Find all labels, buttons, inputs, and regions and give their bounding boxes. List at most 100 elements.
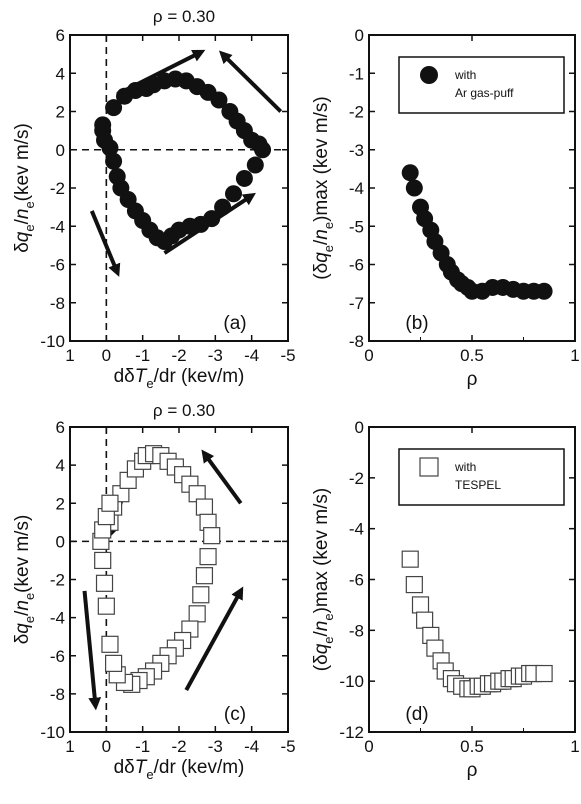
y-tick-label: -2 <box>50 571 65 590</box>
data-point <box>94 122 112 140</box>
y-tick-label: 0 <box>56 532 65 551</box>
y-label-prefix: (δ <box>311 654 332 671</box>
x-tick-label: -2 <box>171 346 186 365</box>
x-axis-label: dδTe/dr (kev/m) <box>114 366 245 391</box>
y-label-q: q <box>12 231 33 242</box>
data-point <box>94 551 112 570</box>
data-point <box>535 664 553 683</box>
y-tick-label: -8 <box>349 332 364 351</box>
y-tick-label: -6 <box>349 256 364 275</box>
x-tick-label: 0.5 <box>460 737 484 756</box>
trajectory-arrow <box>89 210 121 277</box>
panel-b: 0 0.5 10-1-2-3-4-5-6-7-8(b)ρ(δqe/ne)max (k… <box>311 26 580 390</box>
y-tick-label: 6 <box>56 26 65 45</box>
panel-title: ρ = 0.30 <box>153 7 215 26</box>
y-label-subscript: e <box>22 593 37 600</box>
y-label-n: n <box>12 600 33 611</box>
y-tick-label: -8 <box>50 685 65 704</box>
trajectory-arrow <box>184 586 244 692</box>
y-tick-label: 0 <box>56 141 65 160</box>
y-label-suffix: (kev m/s) <box>12 123 33 201</box>
y-tick-label: -6 <box>50 647 65 666</box>
panel-label: (a) <box>223 313 246 334</box>
y-tick-label: -4 <box>349 179 364 198</box>
y-tick-label: -2 <box>349 469 364 488</box>
data-point <box>108 168 126 186</box>
y-tick-label: -5 <box>349 217 364 236</box>
data-point <box>401 164 419 182</box>
data-point <box>246 156 264 174</box>
y-label-suffix: (kev m/s) <box>12 515 33 593</box>
x-tick-label: 0 <box>364 346 373 365</box>
y-label-subscript: e <box>321 245 336 252</box>
x-label-suffix: /dr (kev/m) <box>154 757 245 778</box>
x-tick-label: -4 <box>244 346 259 365</box>
panel-d: 0 0.5 10-2-4-6-8-10-12(d)ρ(δqe/ne)max (kev… <box>311 418 580 781</box>
y-label-n: n <box>311 621 332 632</box>
y-label-subscript: e <box>22 201 37 208</box>
y-tick-label: -12 <box>339 723 364 742</box>
x-label-prefix: dδ <box>114 757 135 778</box>
y-tick-label: -4 <box>349 520 364 539</box>
y-label-subscript: e <box>321 636 336 643</box>
x-label-suffix: /dr (kev/m) <box>154 366 245 387</box>
y-tick-label: 4 <box>56 64 65 83</box>
data-point <box>195 498 214 516</box>
data-point <box>97 597 115 615</box>
data-point <box>199 548 217 566</box>
y-axis-label: δqe/ne(kev m/s) <box>12 515 37 645</box>
legend-line-2: Ar gas-puff <box>455 86 514 100</box>
panel-a: 1 0 -1 -2 -3 -4 -5 6 4 2 0 -2 -4 -6 -8 -10 ρ = 0.30 (a) dδ… <box>12 7 296 391</box>
y-label-slash: / <box>311 239 332 245</box>
data-point <box>105 99 123 117</box>
y-tick-label: 0 <box>355 26 364 45</box>
data-point <box>95 574 114 592</box>
y-axis-label: (δqe/ne)max (kev m/s) <box>311 488 336 671</box>
y-tick-label: -8 <box>50 294 65 313</box>
trajectory-arrow <box>201 449 243 505</box>
y-tick-label: -6 <box>50 256 65 275</box>
legend-marker <box>419 457 439 477</box>
y-label-subscript: e <box>22 616 37 623</box>
y-label-slash: / <box>311 630 332 636</box>
x-tick-label: -3 <box>208 346 223 365</box>
data-point <box>411 596 430 614</box>
x-label-variable: T <box>135 757 148 778</box>
data-point <box>405 575 423 594</box>
y-label-suffix: )max (kev m/s) <box>311 96 332 222</box>
data-point <box>535 282 553 300</box>
x-axis-label: ρ <box>467 760 478 781</box>
y-axis-label: (δqe/ne)max (kev m/s) <box>311 96 336 279</box>
y-tick-label: -7 <box>349 294 364 313</box>
y-tick-label: 6 <box>56 418 65 437</box>
y-label-n: n <box>311 229 332 240</box>
legend-box <box>398 448 565 506</box>
legend-line-1: with <box>454 68 476 82</box>
panel-label: (b) <box>405 313 428 334</box>
x-axis-label: dδTe/dr (kev/m) <box>114 757 245 782</box>
x-label-subscript: e <box>146 376 153 391</box>
y-label-slash: / <box>12 218 33 224</box>
data-point <box>405 179 423 197</box>
y-label-prefix: (δ <box>311 263 332 280</box>
y-label-prefix: δ <box>12 242 33 253</box>
x-label-variable: T <box>135 366 148 387</box>
data-point <box>214 198 232 216</box>
x-tick-label: 1 <box>65 737 74 756</box>
data-point <box>416 611 434 629</box>
y-tick-label: -3 <box>349 141 364 160</box>
y-label-q: q <box>12 623 33 634</box>
x-tick-label: 1 <box>570 737 579 756</box>
trajectory-arrow <box>218 50 283 113</box>
x-label-prefix: dδ <box>114 366 135 387</box>
x-tick-label: 0 <box>102 737 111 756</box>
y-tick-label: -2 <box>50 179 65 198</box>
legend-box <box>398 56 565 114</box>
data-point <box>254 141 272 159</box>
x-tick-label: -4 <box>244 737 259 756</box>
data-point <box>225 185 242 203</box>
y-tick-label: -6 <box>349 571 364 590</box>
x-tick-label: -5 <box>280 737 295 756</box>
x-tick-label: -3 <box>208 737 223 756</box>
